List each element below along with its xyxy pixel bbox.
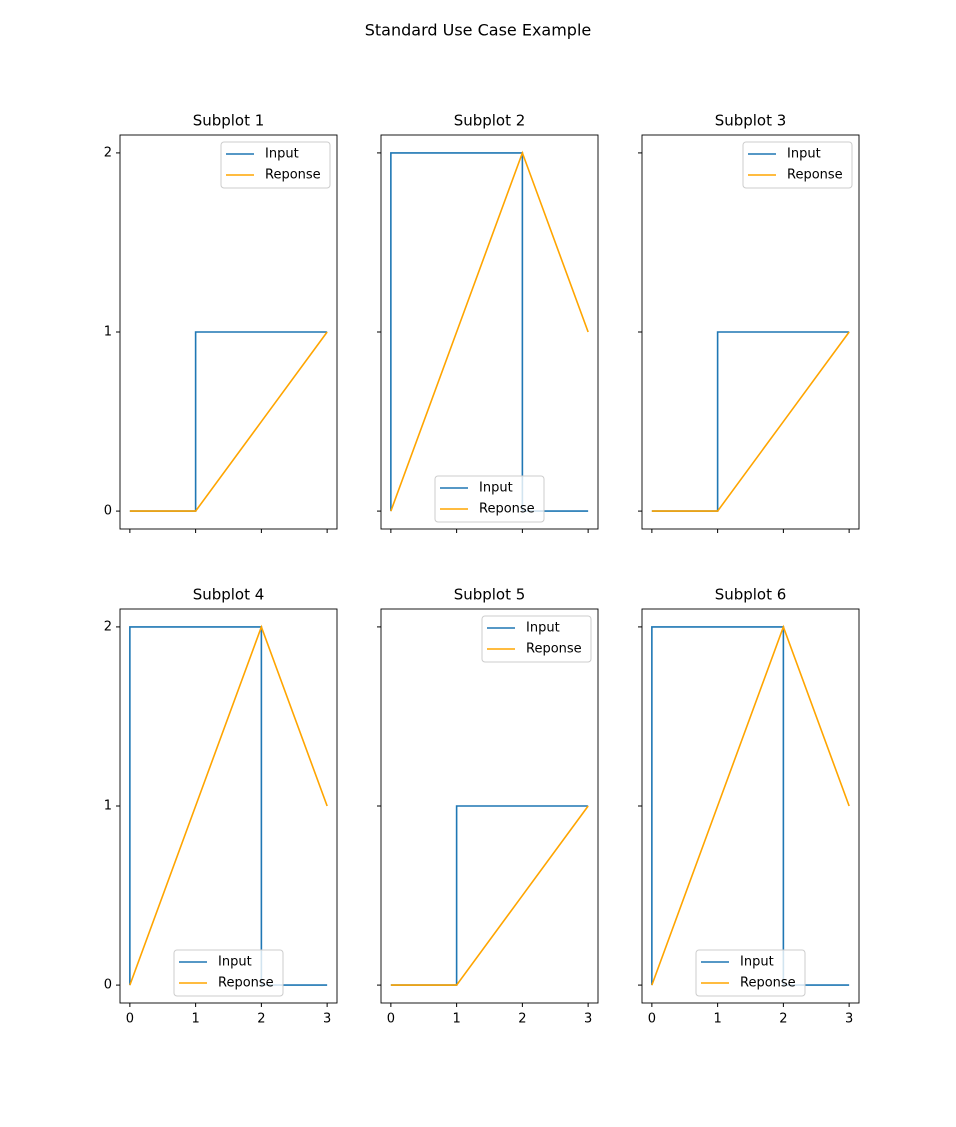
series-line	[651, 626, 850, 986]
axes-frame	[641, 608, 860, 1004]
series-line	[651, 331, 850, 512]
series-line	[129, 624, 328, 986]
x-tick-label: 0	[126, 1012, 134, 1027]
x-tick-label: 1	[191, 1012, 199, 1027]
legend-label: Reponse	[526, 642, 582, 657]
subplot: Subplot 5 0 1 2 3 Input Reponse	[377, 586, 599, 1027]
legend-label: Input	[526, 621, 560, 636]
series-line	[129, 331, 328, 512]
x-tick-label: 1	[713, 1012, 721, 1027]
axes-frame	[119, 134, 338, 530]
legend-label: Input	[787, 147, 821, 162]
subplot: Subplot 3 Input Reponse	[638, 112, 860, 533]
x-tick-label: 0	[387, 1012, 395, 1027]
legend-label: Input	[479, 481, 513, 496]
series-line	[390, 805, 589, 986]
legend-label: Input	[740, 955, 774, 970]
y-tick-label: 2	[104, 619, 112, 634]
legend-label: Input	[265, 147, 299, 162]
subplot-title: Subplot 2	[454, 112, 526, 130]
series-line	[651, 624, 850, 986]
x-tick-label: 0	[648, 1012, 656, 1027]
legend-label: Reponse	[218, 976, 274, 991]
legend-label: Reponse	[787, 168, 843, 183]
x-tick-label: 2	[257, 1012, 265, 1027]
y-tick-label: 0	[104, 978, 112, 993]
x-tick-label: 3	[323, 1012, 331, 1027]
figure-title: Standard Use Case Example	[365, 21, 592, 40]
axes-frame	[380, 608, 599, 1004]
series-line	[129, 626, 328, 986]
series-line	[651, 331, 850, 512]
x-tick-label: 3	[845, 1012, 853, 1027]
legend-label: Reponse	[265, 168, 321, 183]
legend-label: Input	[218, 955, 252, 970]
subplot-title: Subplot 4	[193, 586, 265, 604]
y-tick-label: 1	[104, 799, 112, 814]
subplot-title: Subplot 3	[715, 112, 787, 130]
axes-frame	[380, 134, 599, 530]
subplot: Subplot 4 0 1 2 0 1 2 3 Input Reponse	[104, 586, 338, 1027]
legend-label: Reponse	[740, 976, 796, 991]
subplot: Subplot 1 0 1 2 Input Reponse	[104, 112, 338, 533]
series-line	[390, 805, 589, 986]
subplot: Subplot 2 Input Reponse	[377, 112, 599, 533]
legend-label: Reponse	[479, 502, 535, 517]
axes-frame	[119, 608, 338, 1004]
y-tick-label: 2	[104, 145, 112, 160]
series-line	[390, 150, 589, 512]
y-tick-label: 0	[104, 504, 112, 519]
x-tick-label: 1	[452, 1012, 460, 1027]
x-tick-label: 3	[584, 1012, 592, 1027]
x-tick-label: 2	[779, 1012, 787, 1027]
series-line	[129, 331, 328, 512]
subplot-title: Subplot 6	[715, 586, 787, 604]
series-line	[390, 152, 589, 512]
axes-frame	[641, 134, 860, 530]
subplot-title: Subplot 5	[454, 586, 526, 604]
subplot-title: Subplot 1	[193, 112, 265, 130]
y-tick-label: 1	[104, 325, 112, 340]
x-tick-label: 2	[518, 1012, 526, 1027]
subplot: Subplot 6 0 1 2 3 Input Reponse	[638, 586, 860, 1027]
